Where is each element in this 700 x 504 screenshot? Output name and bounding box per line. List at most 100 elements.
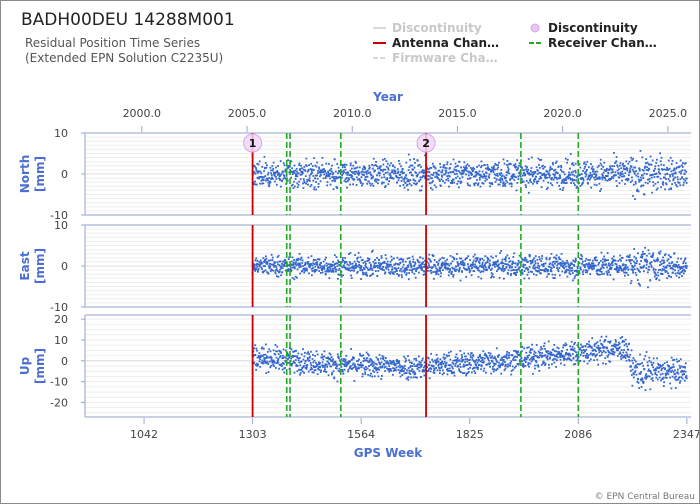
data-point [502,359,505,361]
data-point [388,370,391,373]
data-point [572,260,575,262]
week-tick-label: 1564 [347,428,375,441]
legend-item-4[interactable]: Firmware Cha… [373,51,498,65]
data-point [368,164,371,167]
data-point [522,365,525,368]
data-point [306,366,308,369]
discontinuity-marker[interactable] [243,133,263,153]
data-point [414,162,416,164]
data-point [466,182,469,185]
data-point [576,358,579,361]
data-point [494,265,496,268]
data-point [513,273,516,275]
data-point [377,264,379,267]
data-point [271,169,274,172]
data-point [392,359,395,362]
data-point [277,361,280,364]
data-point [393,363,395,366]
data-point [640,371,642,373]
data-point [295,167,298,170]
data-point [264,361,267,364]
data-point [409,269,411,271]
data-point [284,269,287,272]
data-point [266,164,268,167]
legend-item-1[interactable]: Discontinuity [530,21,638,35]
data-point [312,371,315,374]
data-point [575,270,578,273]
data-point [377,358,380,361]
data-point [508,354,511,357]
data-point [422,261,425,264]
data-point [600,354,603,356]
data-point [587,177,590,180]
data-point [564,178,566,180]
data-point [541,356,543,358]
data-point [315,263,318,266]
legend-item-3[interactable]: Receiver Chan… [529,36,657,50]
data-point [308,164,310,167]
data-point [298,252,301,255]
data-point [457,365,460,367]
data-point [644,181,647,184]
data-point [507,273,509,275]
data-point [434,176,437,178]
data-point [528,173,531,176]
data-point [455,265,458,268]
data-point [416,367,419,370]
gps-week-axis-title: GPS Week [354,446,424,460]
data-point [525,258,528,261]
data-point [535,270,538,272]
data-point [344,358,347,361]
data-point [658,279,661,282]
data-point [306,170,309,173]
data-point [492,365,494,368]
data-point [261,182,263,185]
data-point [675,167,678,170]
data-point [255,264,258,266]
data-point [303,371,306,374]
data-point [435,186,438,189]
data-point [684,262,687,265]
data-point [580,173,583,176]
data-point [290,170,292,173]
data-point [629,260,631,263]
data-point [262,179,265,181]
data-point [505,353,508,355]
data-point [571,267,574,269]
data-point [443,262,446,265]
data-point [448,264,451,267]
data-point [652,268,655,271]
data-point [655,158,658,161]
data-point [469,366,472,369]
data-point [616,349,619,352]
data-point [335,177,338,180]
data-point [635,170,638,173]
data-point [605,259,608,262]
data-point [641,266,643,269]
legend-item-2[interactable]: Antenna Chan… [373,36,499,50]
data-point [562,171,565,174]
legend-item-0[interactable]: Discontinuity [373,21,482,35]
data-point [317,265,320,268]
data-point [469,269,472,272]
data-point [506,254,509,257]
data-point [553,266,555,269]
data-point [408,371,411,374]
data-point [387,368,390,370]
data-point [356,257,358,260]
data-point [597,273,599,276]
data-point [421,176,424,179]
data-point [563,355,566,358]
data-point [365,368,368,371]
data-point [255,167,257,169]
data-point [521,167,524,170]
data-point [451,256,454,259]
data-point [275,266,278,269]
data-point [543,174,546,177]
data-point [437,262,440,265]
data-point [417,271,420,274]
discontinuity-marker[interactable] [416,133,436,153]
data-point [549,182,552,185]
data-point [546,350,548,353]
data-point [325,371,328,373]
